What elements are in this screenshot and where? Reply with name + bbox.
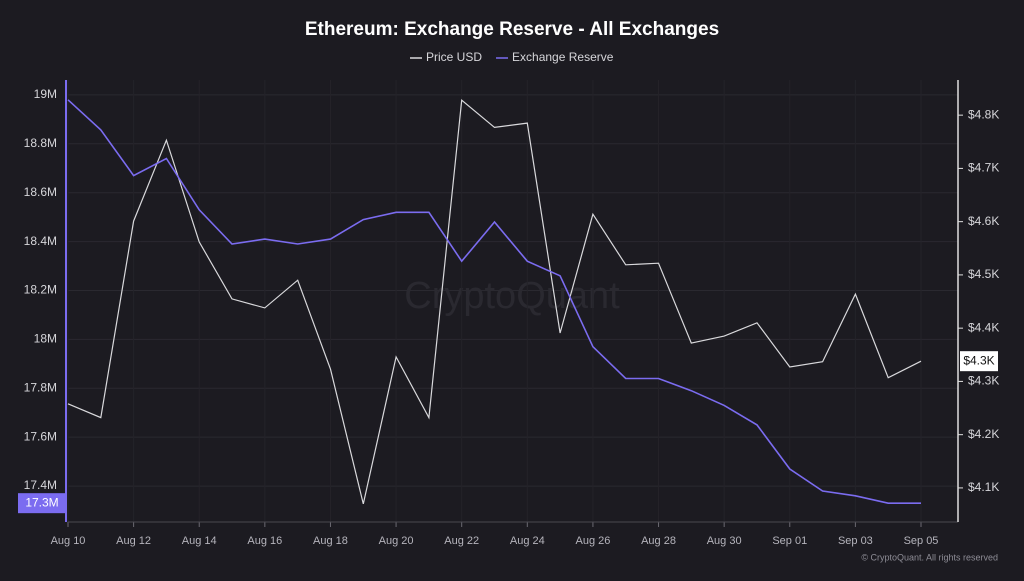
- last-value-label: 17.3M: [25, 495, 58, 509]
- watermark: CryptoQuant: [404, 275, 620, 317]
- y-tick-label: 17.4M: [24, 478, 57, 492]
- x-tick-label: Aug 14: [182, 535, 217, 547]
- footer: © CryptoQuant. All rights reserved: [861, 552, 998, 562]
- legend-label: Price USD: [426, 50, 482, 64]
- chart-title: Ethereum: Exchange Reserve - All Exchang…: [305, 19, 719, 40]
- y-tick-label: 19M: [34, 87, 57, 101]
- x-tick-label: Aug 28: [641, 535, 676, 547]
- y-tick-label: 17.8M: [24, 380, 57, 394]
- line-reserve: [67, 99, 921, 504]
- x-tick-label: Sep 01: [772, 535, 807, 547]
- last-value-label: $4.3K: [963, 353, 994, 367]
- y2-tick-label: $4.1K: [968, 480, 999, 494]
- x-tick-label: Aug 22: [444, 535, 479, 547]
- y-tick-label: 18M: [34, 332, 57, 346]
- legend-label: Exchange Reserve: [512, 50, 614, 64]
- x-tick-label: Sep 05: [904, 535, 939, 547]
- line-price: [67, 99, 922, 505]
- y-tick-label: 18.2M: [24, 283, 57, 297]
- y-tick-label: 18.4M: [24, 234, 57, 248]
- y-tick-label: 17.6M: [24, 429, 57, 443]
- y2-tick-label: $4.7K: [968, 161, 999, 175]
- y-tick-label: 18.6M: [24, 185, 57, 199]
- last-value-badge: [18, 493, 66, 514]
- y-tick-label: 18.8M: [24, 136, 57, 150]
- x-tick-label: Sep 03: [838, 535, 873, 547]
- x-tick-label: Aug 26: [575, 535, 610, 547]
- x-tick-label: Aug 30: [707, 535, 742, 547]
- x-tick-label: Aug 18: [313, 535, 348, 547]
- y2-tick-label: $4.6K: [968, 214, 999, 228]
- x-tick-label: Aug 12: [116, 535, 151, 547]
- x-tick-label: Aug 10: [51, 535, 86, 547]
- x-tick-label: Aug 20: [379, 535, 414, 547]
- last-value-badge: [960, 351, 998, 372]
- x-tick-label: Aug 16: [247, 535, 282, 547]
- y2-tick-label: $4.2K: [968, 427, 999, 441]
- y2-tick-label: $4.5K: [968, 267, 999, 281]
- y2-tick-label: $4.3K: [968, 374, 999, 388]
- x-tick-label: Aug 24: [510, 535, 545, 547]
- y2-tick-label: $4.4K: [968, 320, 999, 334]
- y2-tick-label: $4.8K: [968, 107, 999, 121]
